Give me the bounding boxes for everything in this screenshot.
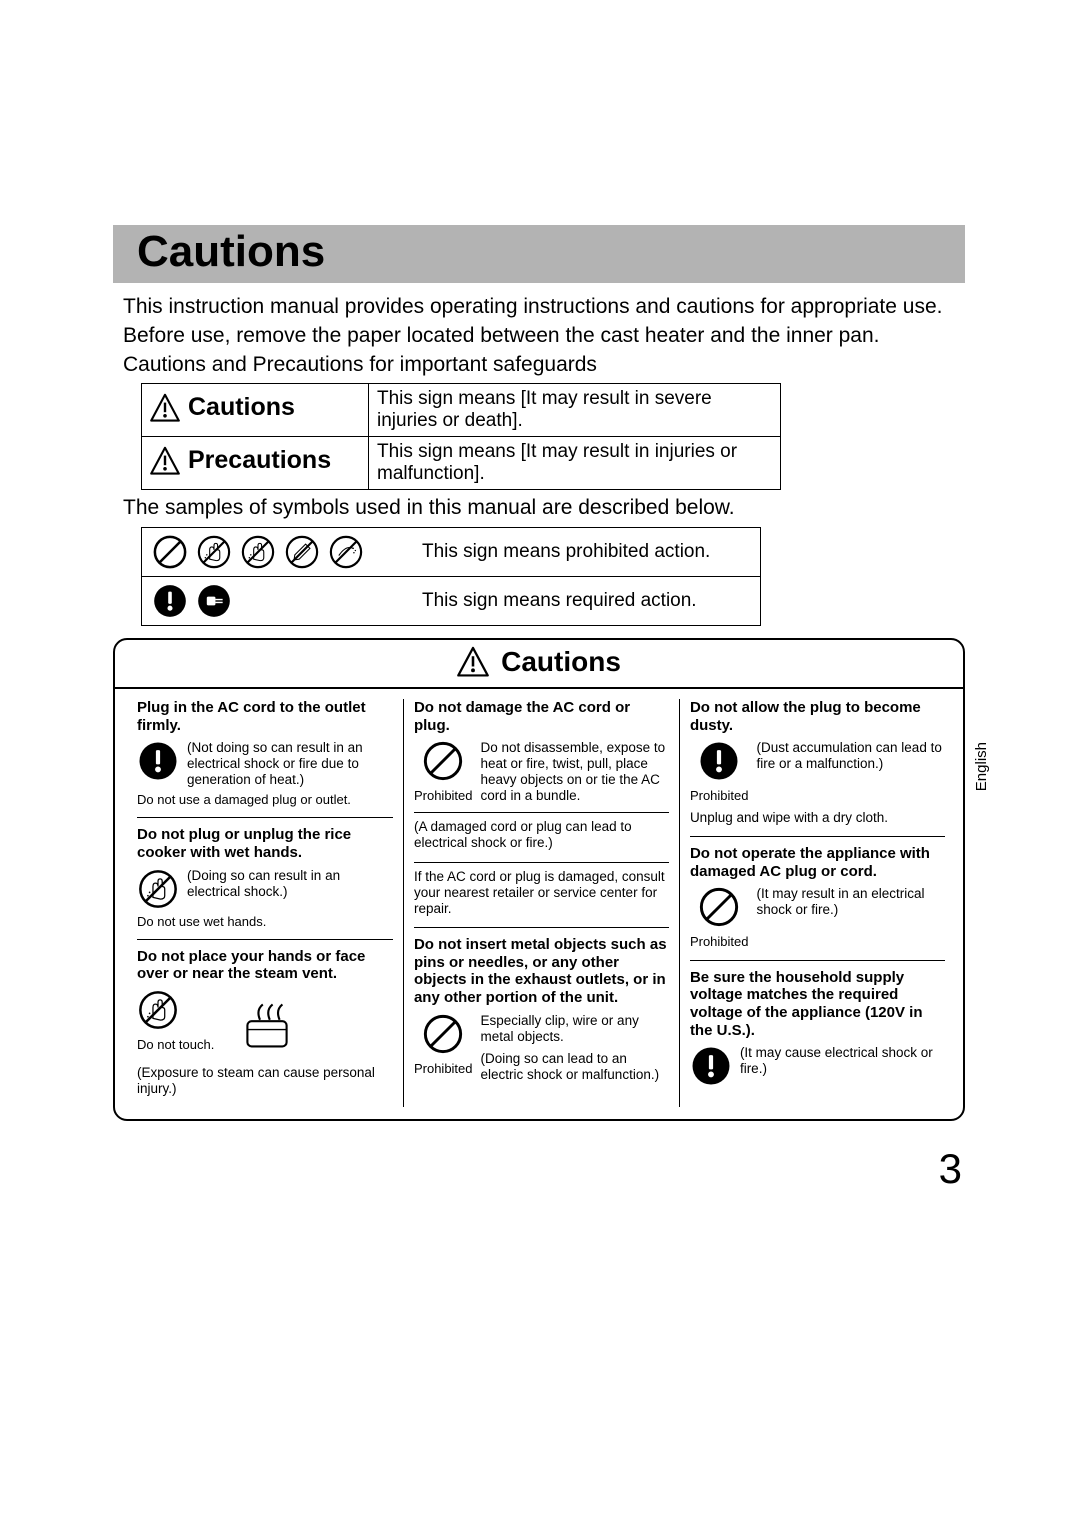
cautions-col-3: Do not allow the plug to become dusty. P…: [679, 699, 955, 1107]
manual-page: Cautions This instruction manual provide…: [0, 0, 1080, 1528]
signs-row2-desc: This sign means [It may result in injuri…: [369, 437, 781, 490]
caution-fine: Unplug and wipe with a dry cloth.: [690, 810, 945, 826]
caution-icon-text: Do not disassemble, expose to heat or fi…: [481, 740, 669, 804]
intro-paragraph-3: Cautions and Precautions for important s…: [123, 353, 965, 378]
warning-icon: [150, 446, 180, 476]
intro-paragraph-1: This instruction manual provides operati…: [123, 295, 965, 320]
warning-icon: [150, 393, 180, 423]
prohibited-icon: [422, 1013, 464, 1055]
caution-icon-text: Especially clip, wire or any metal objec…: [481, 1013, 669, 1045]
caution-item: Be sure the household supply voltage mat…: [690, 960, 945, 1088]
signs-row-precautions: Precautions This sign means [It may resu…: [142, 437, 781, 490]
required-icon: [690, 1045, 732, 1087]
warning-icon: [457, 646, 489, 678]
cautions-box-header: Cautions: [115, 640, 963, 689]
prohibited-label: Prohibited: [690, 934, 749, 949]
caution-icon-text: (It may cause electrical shock or fire.): [740, 1045, 945, 1077]
caution-fine: (A damaged cord or plug can lead to elec…: [414, 812, 669, 851]
prohibited-label: Prohibited: [690, 788, 749, 803]
caution-caption: Do not use wet hands.: [137, 914, 393, 929]
cooker-steam-icon: [232, 989, 302, 1059]
caution-icon-text: (Doing so can result in an electrical sh…: [187, 868, 393, 900]
symbols-row2-desc: This sign means required action.: [412, 577, 761, 626]
unplug-icon: [196, 583, 232, 619]
no-touch-icon: [240, 534, 276, 570]
prohibited-icon: [152, 534, 188, 570]
symbols-row-prohibited: This sign means prohibited action.: [142, 528, 761, 577]
signs-table: Cautions This sign means [It may result …: [141, 383, 781, 490]
prohibited-icon: [698, 886, 740, 928]
language-tab: English: [973, 742, 990, 791]
cautions-box-title: Cautions: [501, 646, 621, 678]
caution-icon-text: (It may result in an electrical shock or…: [756, 886, 944, 918]
caution-item: Do not operate the appliance with damage…: [690, 836, 945, 950]
caution-icon-text: (Not doing so can result in an electrica…: [187, 740, 393, 788]
signs-row2-label: Precautions: [188, 446, 331, 475]
signs-row-cautions: Cautions This sign means [It may result …: [142, 384, 781, 437]
caution-item: Do not allow the plug to become dusty. P…: [690, 699, 945, 826]
chapter-title: Cautions: [113, 225, 965, 283]
caution-item: Do not plug or unplug the rice cooker wi…: [137, 817, 393, 928]
caution-title: Plug in the AC cord to the outlet firmly…: [137, 699, 393, 734]
page-number: 3: [939, 1145, 962, 1193]
no-touch-icon: [137, 989, 179, 1031]
caution-title: Be sure the household supply voltage mat…: [690, 969, 945, 1040]
no-disassemble-icon: [284, 534, 320, 570]
caution-icon-text: (Dust accumulation can lead to fire or a…: [756, 740, 944, 772]
caution-title: Do not allow the plug to become dusty.: [690, 699, 945, 734]
required-icon: [137, 740, 179, 782]
caution-title: Do not place your hands or face over or …: [137, 948, 393, 983]
caution-title: Do not operate the appliance with damage…: [690, 845, 945, 880]
cautions-box: Cautions Plug in the AC cord to the outl…: [113, 638, 965, 1121]
symbols-table: This sign means prohibited action. This …: [141, 527, 761, 626]
cautions-col-1: Plug in the AC cord to the outlet firmly…: [127, 699, 403, 1107]
caution-title: Do not damage the AC cord or plug.: [414, 699, 669, 734]
required-icon: [698, 740, 740, 782]
signs-row1-desc: This sign means [It may result in severe…: [369, 384, 781, 437]
required-icon: [152, 583, 188, 619]
caution-item: Plug in the AC cord to the outlet firmly…: [137, 699, 393, 807]
prohibited-icon: [422, 740, 464, 782]
no-wet-hands-icon: [137, 868, 179, 910]
caution-extra: (Exposure to steam can cause personal in…: [137, 1065, 393, 1097]
symbols-intro: The samples of symbols used in this manu…: [123, 496, 965, 521]
prohibited-label: Prohibited: [414, 788, 473, 803]
caution-title: Do not insert metal objects such as pins…: [414, 936, 669, 1007]
caution-title: Do not plug or unplug the rice cooker wi…: [137, 826, 393, 861]
caution-caption: Do not use a damaged plug or outlet.: [137, 792, 393, 807]
caution-fine: If the AC cord or plug is damaged, consu…: [414, 862, 669, 918]
no-spray-icon: [328, 534, 364, 570]
intro-paragraph-2: Before use, remove the paper located bet…: [123, 324, 965, 349]
cautions-col-2: Do not damage the AC cord or plug. Prohi…: [403, 699, 679, 1107]
cautions-columns: Plug in the AC cord to the outlet firmly…: [115, 689, 963, 1107]
no-wet-hands-icon: [196, 534, 232, 570]
signs-row1-label: Cautions: [188, 393, 295, 422]
caution-item: Do not place your hands or face over or …: [137, 939, 393, 1098]
symbols-row1-desc: This sign means prohibited action.: [412, 528, 761, 577]
caution-caption: Do not touch.: [137, 1037, 214, 1052]
symbols-row-required: This sign means required action.: [142, 577, 761, 626]
caution-item: Do not insert metal objects such as pins…: [414, 927, 669, 1083]
prohibited-label: Prohibited: [414, 1061, 473, 1076]
caution-fine: (Doing so can lead to an electric shock …: [481, 1051, 669, 1083]
caution-item: Do not damage the AC cord or plug. Prohi…: [414, 699, 669, 917]
